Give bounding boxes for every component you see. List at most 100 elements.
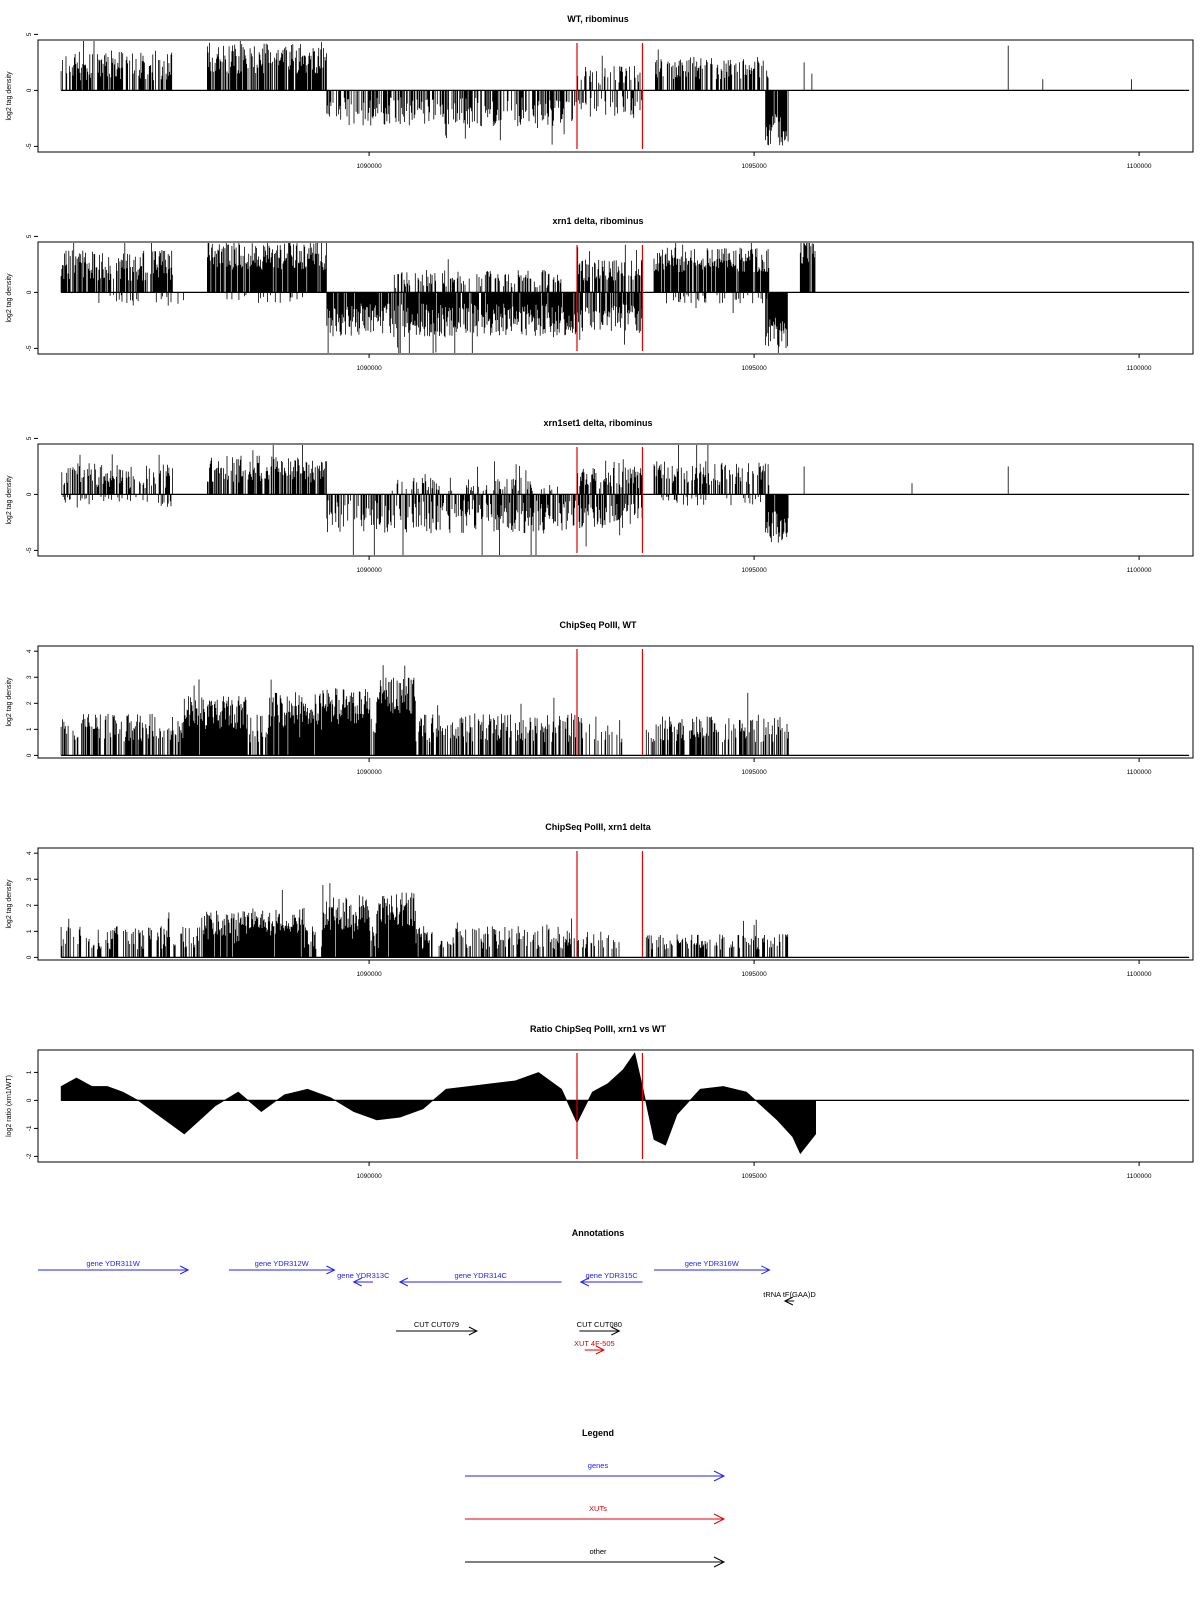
feature-arrowhead xyxy=(611,1326,621,1336)
feature-label: XUT 4F-505 xyxy=(574,1339,615,1348)
x-tick-label: 1100000 xyxy=(1127,769,1152,776)
legend-arrowhead-other xyxy=(713,1556,726,1568)
y-tick-label: 0 xyxy=(26,492,33,496)
annotation-feature: gene YDR316W xyxy=(654,1259,771,1275)
legend-arrowhead-xuts xyxy=(713,1513,726,1525)
data-series xyxy=(61,445,1009,555)
y-tick-label: 1 xyxy=(26,929,33,933)
feature-arrowhead xyxy=(783,1296,794,1306)
y-tick-label: 3 xyxy=(26,675,33,679)
x-tick-label: 1090000 xyxy=(356,163,382,170)
y-axis-label: log2 tag density xyxy=(6,677,13,727)
x-tick-label: 1095000 xyxy=(741,769,767,776)
legend-label-xuts: XUTs xyxy=(589,1504,607,1513)
legend-panel: Legend genes XUTs other xyxy=(465,1428,726,1568)
legend-item-other: other xyxy=(465,1547,726,1568)
y-tick-label: -5 xyxy=(26,345,33,351)
plot-frame xyxy=(37,1049,1194,1163)
y-tick-label: 5 xyxy=(26,234,33,238)
legend-arrowhead-genes xyxy=(713,1470,726,1482)
density-bars xyxy=(60,41,1132,146)
panel-3: xrn1set1 delta, ribominus -5 0 5 log2 tag de… xyxy=(6,418,1194,574)
x-tick-label: 1095000 xyxy=(741,567,767,574)
x-tick-label: 1095000 xyxy=(741,365,767,372)
feature-label: gene YDR311W xyxy=(86,1259,140,1268)
data-series xyxy=(60,1052,816,1155)
annotation-features: gene YDR311W gene YDR312W gene YDR313C gene… xyxy=(38,1259,816,1355)
annotation-feature: CUT CUT080 xyxy=(577,1320,622,1336)
y-tick-label: 1 xyxy=(26,727,33,731)
y-tick-label: -5 xyxy=(26,143,33,149)
feature-arrowhead xyxy=(352,1277,362,1287)
feature-arrowhead xyxy=(761,1265,771,1275)
x-tick-label: 1090000 xyxy=(356,365,382,372)
annotation-feature: tRNA tF(GAA)D xyxy=(763,1290,816,1306)
x-tick-label: 1095000 xyxy=(741,163,767,170)
plot-frame xyxy=(37,443,1194,557)
x-tick-label: 1090000 xyxy=(356,567,382,574)
y-axis-label: log2 tag density xyxy=(6,273,13,323)
data-series xyxy=(60,665,789,756)
y-tick-label: 0 xyxy=(26,290,33,294)
feature-label: gene YDR312W xyxy=(255,1259,310,1268)
y-tick-label: 0 xyxy=(26,955,33,959)
y-tick-label: 1 xyxy=(26,1070,33,1074)
panel-title: WT, ribominus xyxy=(567,14,629,24)
x-tick-label: 1100000 xyxy=(1127,1173,1152,1180)
x-tick-label: 1100000 xyxy=(1127,365,1152,372)
y-tick-label: -2 xyxy=(26,1153,33,1159)
feature-label: CUT CUT080 xyxy=(577,1320,622,1329)
data-series xyxy=(60,243,816,353)
panel-6: Ratio ChipSeq PolII, xrn1 vs WT -2 -1 0 1 log… xyxy=(6,1024,1194,1180)
track-panels: WT, ribominus -5 0 5 log2 tag density 1090000… xyxy=(6,14,1194,1180)
feature-arrowhead xyxy=(468,1326,479,1336)
y-axis-label: log2 ratio (xrn1/WT) xyxy=(6,1075,13,1137)
legend-item-genes: genes xyxy=(465,1461,726,1482)
legend-label-genes: genes xyxy=(588,1461,609,1470)
annotation-feature: CUT CUT079 xyxy=(396,1320,479,1336)
legend-item-xuts: XUTs xyxy=(465,1504,726,1525)
annotation-feature: gene YDR315C xyxy=(579,1271,643,1287)
feature-arrowhead xyxy=(326,1265,336,1275)
x-tick-label: 1095000 xyxy=(741,1173,767,1180)
feature-arrowhead xyxy=(398,1277,409,1287)
y-axis-label: log2 tag density xyxy=(6,475,13,525)
y-tick-label: 2 xyxy=(26,903,33,907)
feature-label: CUT CUT079 xyxy=(414,1320,459,1329)
y-axis-label: log2 tag density xyxy=(6,879,13,929)
y-tick-label: -1 xyxy=(26,1125,33,1131)
feature-label: gene YDR313C xyxy=(337,1271,390,1280)
feature-label: gene YDR316W xyxy=(685,1259,740,1268)
x-tick-label: 1095000 xyxy=(741,971,767,978)
x-tick-label: 1100000 xyxy=(1127,567,1152,574)
y-tick-label: 0 xyxy=(26,1098,33,1102)
y-tick-label: 0 xyxy=(26,88,33,92)
density-bars xyxy=(60,883,789,958)
y-tick-label: 4 xyxy=(26,649,33,653)
annotation-feature: XUT 4F-505 xyxy=(574,1339,615,1355)
plot-frame xyxy=(37,241,1194,355)
panel-2: xrn1 delta, ribominus -5 0 5 log2 tag densit… xyxy=(6,216,1194,372)
y-tick-label: -5 xyxy=(26,547,33,553)
legend-label-other: other xyxy=(589,1547,607,1556)
data-series xyxy=(60,41,1132,146)
y-axis-label: log2 tag density xyxy=(6,71,13,121)
x-tick-label: 1090000 xyxy=(356,769,382,776)
y-tick-label: 3 xyxy=(26,877,33,881)
panel-title: Ratio ChipSeq PolII, xrn1 vs WT xyxy=(530,1024,667,1034)
y-tick-label: 0 xyxy=(26,753,33,757)
x-tick-label: 1090000 xyxy=(356,971,382,978)
data-series xyxy=(60,883,789,958)
annotation-feature: gene YDR311W xyxy=(38,1259,190,1275)
feature-label: gene YDR314C xyxy=(455,1271,508,1280)
annotations-title: Annotations xyxy=(572,1228,625,1238)
x-tick-label: 1090000 xyxy=(356,1173,382,1180)
annotation-feature: gene YDR314C xyxy=(398,1271,562,1287)
x-tick-label: 1100000 xyxy=(1127,163,1152,170)
y-tick-label: 5 xyxy=(26,436,33,440)
feature-label: tRNA tF(GAA)D xyxy=(763,1290,816,1299)
panel-title: ChipSeq PolII, WT xyxy=(560,620,637,630)
panel-1: WT, ribominus -5 0 5 log2 tag density 1090000… xyxy=(6,14,1194,170)
feature-label: gene YDR315C xyxy=(585,1271,638,1280)
